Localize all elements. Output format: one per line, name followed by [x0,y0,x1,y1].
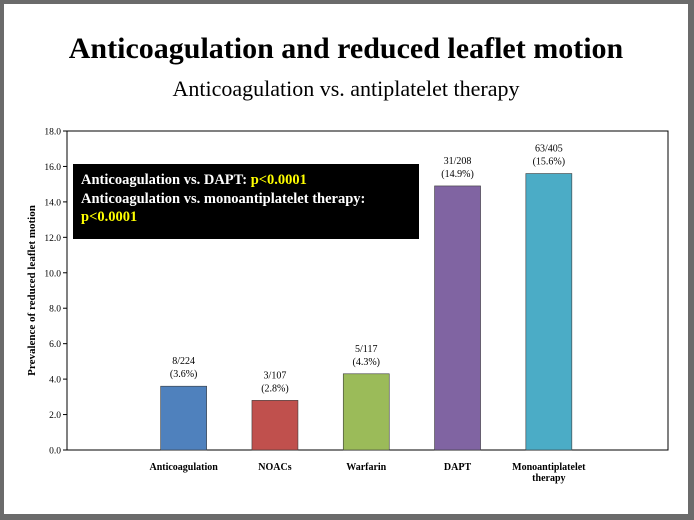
p-value-callout: Anticoagulation vs. DAPT: p<0.0001 Antic… [73,164,419,239]
y-tick-label: 16.0 [44,163,61,173]
y-tick-label: 0.0 [49,447,61,457]
bar-percent-label: (15.6%) [533,157,566,168]
y-tick-label: 6.0 [49,340,61,350]
x-category-label: therapy [532,473,565,484]
callout-line2-pvalue: p<0.0001 [81,209,138,225]
slide-title: Anticoagulation and reduced leaflet moti… [68,32,624,65]
bar [251,400,299,451]
bar-count-label: 63/405 [535,144,563,155]
y-axis-label: Prevalence of reduced leaflet motion [26,205,38,376]
x-category-label: NOACs [258,462,291,473]
callout-line2-label: Anticoagulation vs. monoantiplatelet the… [81,190,366,207]
bar-count-label: 31/208 [444,156,472,167]
bar-percent-label: (3.6%) [170,369,198,380]
y-tick-label: 4.0 [49,376,61,386]
x-category-label: Monoantiplatelet [512,462,586,473]
slide: Anticoagulation and reduced leaflet moti… [4,4,688,514]
bar-percent-label: (14.9%) [441,169,474,180]
bar [160,385,207,451]
y-tick-label: 14.0 [44,198,61,208]
y-tick-label: 8.0 [49,305,61,315]
y-tick-label: 10.0 [44,269,61,279]
x-category-label: DAPT [444,462,472,473]
bar-percent-label: (4.3%) [353,357,381,368]
bar-count-label: 8/224 [172,356,195,367]
bar [434,185,481,451]
callout-line1-pvalue: p<0.0001 [250,172,307,188]
bar [342,373,390,451]
bar-count-label: 5/117 [355,344,377,355]
y-tick-label: 12.0 [44,234,61,244]
bar-count-label: 3/107 [264,370,287,381]
y-tick-label: 18.0 [44,128,61,138]
x-category-label: Anticoagulation [149,462,218,473]
callout-line1-label: Anticoagulation vs. DAPT: [81,172,251,188]
x-category-label: Warfarin [346,462,386,473]
bar-chart: 0.0 2.0 4.0 6.0 8.0 10.0 12.0 14.0 16.0 18.0 Preva… [26,128,669,484]
y-tick-label: 2.0 [49,411,61,421]
bar-percent-label: (2.8%) [261,383,289,394]
slide-subtitle: Anticoagulation vs. antiplatelet therapy [172,76,520,101]
bar [525,173,573,451]
